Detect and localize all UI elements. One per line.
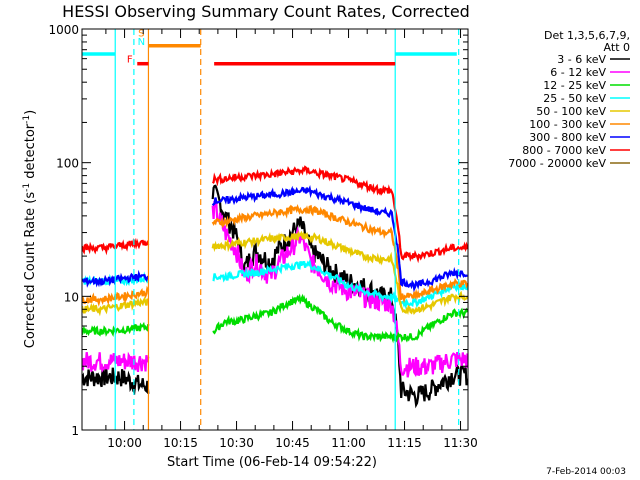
legend-label: 50 - 100 keV: [536, 105, 606, 118]
y-tick-label: 10: [64, 290, 79, 304]
timestamp: 7-Feb-2014 00:03: [546, 467, 626, 477]
flag-letter-1: N: [138, 37, 145, 48]
plot-frame: [81, 28, 469, 431]
x-tick-label: 10:00: [107, 436, 142, 450]
x-tick-label: 11:15: [387, 436, 422, 450]
legend-label: 3 - 6 keV: [557, 53, 606, 66]
flag-letter-2: F: [127, 55, 133, 66]
legend-header-1: Att 0: [604, 41, 630, 54]
legend-label: 100 - 300 keV: [529, 118, 606, 131]
legend-label: 800 - 7000 keV: [522, 144, 606, 157]
series-line-25-50-kev: [82, 258, 468, 310]
series-line-6-12-kev: [82, 200, 468, 378]
x-tick-label: 11:30: [443, 436, 478, 450]
legend-label: 25 - 50 keV: [543, 92, 606, 105]
y-tick-label: 1000: [48, 23, 79, 37]
y-axis-label: Corrected Count Rate (s-1 detector-1): [22, 110, 38, 348]
x-tick-label: 10:30: [219, 436, 254, 450]
legend-label: 6 - 12 keV: [550, 66, 606, 79]
legend-label: 300 - 800 keV: [529, 131, 606, 144]
chart-title: HESSI Observing Summary Count Rates, Cor…: [62, 2, 470, 21]
y-tick-label: 1: [71, 424, 79, 438]
legend-header-0: Det 1,3,5,6,7,9,: [544, 29, 630, 42]
flag-letter-0: S: [138, 28, 144, 39]
y-tick-label: 100: [56, 157, 79, 171]
x-axis-label: Start Time (06-Feb-14 09:54:22): [167, 455, 377, 470]
legend-label: 12 - 25 keV: [543, 79, 606, 92]
x-tick-label: 10:15: [163, 436, 198, 450]
legend-label: 7000 - 20000 keV: [508, 157, 606, 170]
axes: 1 10 100 1000 10:00 10:15 10:30 10:45 11:00 11:15…: [48, 23, 477, 450]
x-tick-label: 10:45: [275, 436, 310, 450]
plot-area: SNF: [82, 28, 468, 430]
x-tick-label: 11:00: [331, 436, 366, 450]
series-line-800-7000-kev: [82, 165, 468, 264]
